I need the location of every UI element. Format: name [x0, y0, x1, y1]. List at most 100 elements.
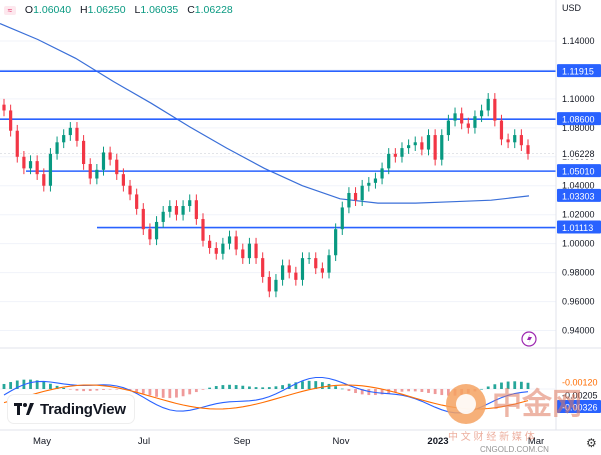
- candle-body: [254, 243, 258, 259]
- price-tick-label: 0.96000: [562, 297, 595, 307]
- candle-body: [81, 140, 86, 165]
- macd-histogram-bar: [62, 387, 66, 389]
- price-tick-label: 1.00000: [562, 239, 595, 249]
- level-badge-bg: [557, 112, 601, 126]
- candle-body: [75, 127, 79, 141]
- macd-histogram-bar: [347, 389, 351, 392]
- high-value: 1.06250: [87, 4, 126, 16]
- candle-body: [307, 258, 311, 260]
- macd-histogram-bar: [102, 389, 105, 390]
- macd-histogram-bar: [254, 387, 258, 389]
- candle-body: [387, 153, 391, 169]
- candle-body: [314, 258, 318, 269]
- candle-body: [334, 229, 338, 256]
- candle-body: [121, 174, 125, 186]
- candle-body: [108, 152, 112, 160]
- candle-body: [513, 135, 517, 143]
- horizontal-levels: [0, 70, 556, 229]
- candle-body: [234, 236, 238, 250]
- macd-histogram-bar: [241, 385, 245, 389]
- currency-label: USD: [562, 3, 582, 13]
- close-value: 1.06228: [194, 4, 233, 16]
- price-tick-label: 1.10000: [562, 94, 595, 104]
- macd-histogram-bar: [493, 384, 497, 389]
- candle-body: [35, 161, 39, 175]
- macd-histogram-bar: [320, 382, 324, 389]
- macd-badge-bg: [557, 375, 601, 388]
- macd-histogram-bar: [480, 388, 483, 390]
- macd-histogram-bar: [208, 387, 212, 389]
- macd-histogram-bar: [95, 389, 99, 391]
- candle-body: [380, 168, 384, 179]
- macd-histogram-bar: [155, 389, 158, 397]
- candle-body: [247, 243, 252, 259]
- open-value: 1.06040: [33, 4, 72, 16]
- candle-body: [433, 135, 437, 160]
- candle-body: [128, 185, 132, 195]
- macd-histogram-bar: [420, 389, 424, 392]
- macd-histogram-bar: [466, 389, 470, 394]
- macd-histogram-bar: [367, 389, 371, 396]
- macd-histogram-bar: [248, 386, 251, 389]
- candle-body: [479, 110, 484, 117]
- macd-histogram-bar: [141, 389, 145, 394]
- candle-body: [407, 145, 411, 149]
- candle-body: [519, 135, 523, 146]
- time-axis: May Jul Sep Nov 2023 Mar: [0, 429, 601, 447]
- tradingview-logo[interactable]: TradingView: [8, 395, 134, 423]
- candle-body: [353, 192, 358, 201]
- high-label: H: [79, 4, 88, 16]
- moving-average-line: [0, 23, 530, 204]
- macd-histogram-bar: [168, 389, 172, 399]
- candle-body: [373, 178, 378, 183]
- macd-histogram-bar: [440, 389, 444, 396]
- macd-histogram-bar: [314, 381, 318, 389]
- candle-body: [101, 152, 106, 170]
- macd-histogram-bar: [274, 386, 278, 389]
- macd-histogram-bar: [519, 381, 523, 389]
- settings-gear-icon[interactable]: ⚙: [586, 436, 597, 450]
- candle-body: [393, 153, 397, 157]
- candle-body: [280, 265, 285, 280]
- macd-histogram-bar: [2, 383, 6, 389]
- candle-body: [88, 164, 92, 179]
- time-tick-label: Mar: [528, 436, 544, 447]
- candle-body: [294, 272, 298, 280]
- candle-body: [453, 113, 457, 121]
- candle-body: [15, 130, 19, 157]
- candle-body: [9, 110, 13, 131]
- candle-body: [526, 145, 530, 154]
- alert-bolt-icon: [527, 334, 532, 344]
- candle-body: [506, 139, 510, 143]
- macd-badge-label: -0.00205: [562, 391, 598, 401]
- candle-body: [420, 142, 424, 150]
- macd-histogram-bar: [500, 382, 503, 389]
- candle-body: [28, 161, 33, 169]
- candle-body: [154, 221, 159, 240]
- low-value: 1.06035: [140, 4, 179, 16]
- macd-histogram-bar: [214, 386, 218, 389]
- level-badge: 1.11915: [562, 67, 594, 77]
- alert-icon[interactable]: [521, 331, 537, 347]
- macd-histogram-bar: [393, 389, 397, 393]
- candle-body: [320, 268, 324, 273]
- macd-histogram-bar: [15, 380, 19, 389]
- tradingview-wordmark: TradingView: [40, 400, 126, 418]
- time-tick-label: May: [33, 436, 51, 447]
- macd-histogram-bar: [380, 389, 384, 395]
- moving-average-path: [0, 23, 530, 204]
- price-tick-label: 1.04000: [562, 181, 595, 191]
- time-tick-label: Jul: [138, 436, 150, 447]
- macd-histogram-bar: [201, 389, 205, 390]
- macd-histogram-bar: [175, 389, 178, 398]
- candle-body: [340, 207, 344, 230]
- candle-body: [208, 240, 212, 248]
- candle-body: [22, 156, 26, 169]
- candle-body: [201, 219, 205, 241]
- macd-histogram-bar: [360, 389, 364, 395]
- macd-histogram-bar: [460, 389, 464, 395]
- candle-body: [62, 135, 66, 143]
- candle-body: [267, 276, 271, 292]
- last-price-badge: 1.06228: [562, 149, 595, 159]
